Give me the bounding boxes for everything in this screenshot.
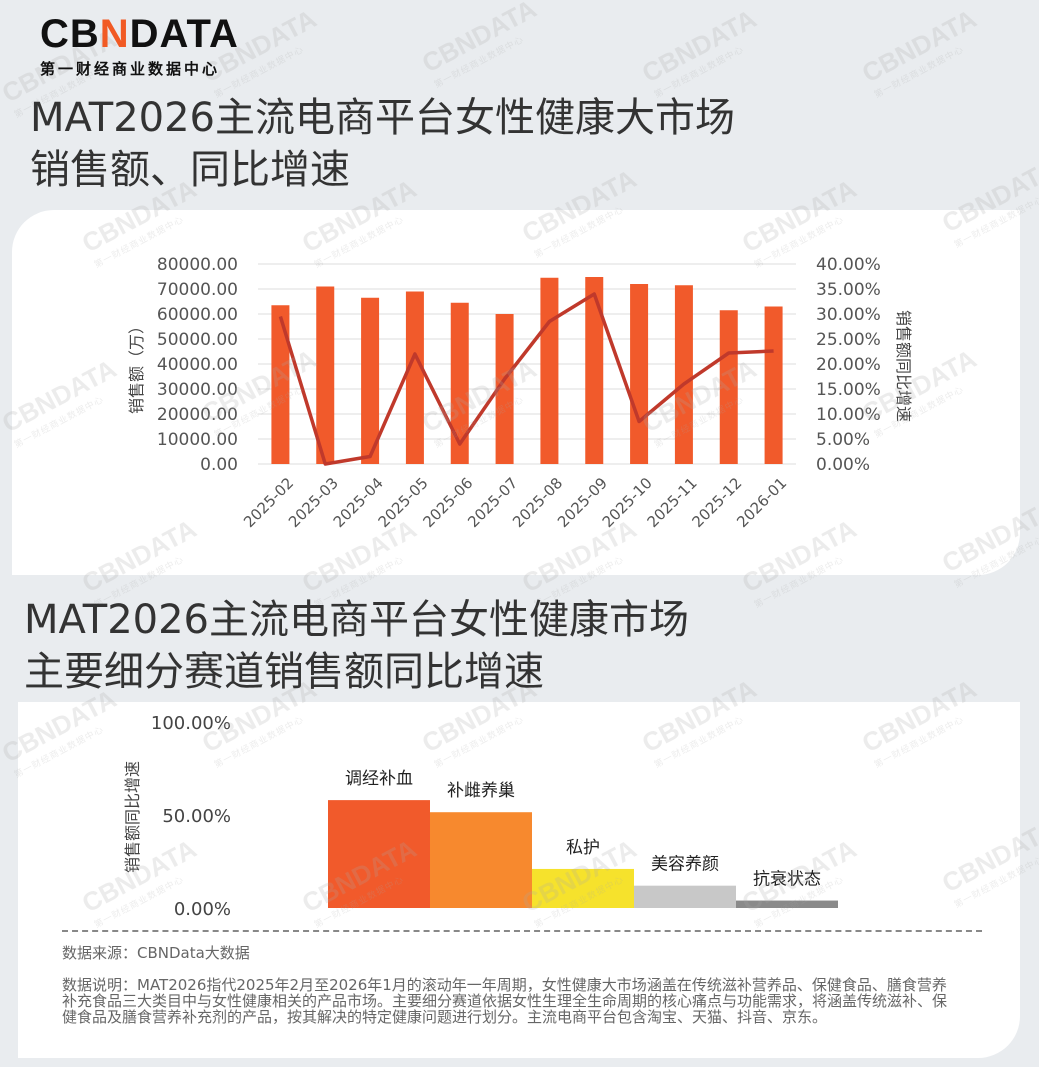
left-tick-label: 80000.00: [157, 255, 238, 275]
cbndata-logo: CBNDATA 第一财经商业数据中心: [40, 12, 239, 79]
section-title-1-line2: 销售额、同比增速: [30, 147, 350, 193]
section-title-1: MAT2026主流电商平台女性健康大市场 销售额、同比增速: [30, 92, 735, 196]
logo-accent: N: [99, 12, 130, 56]
segment-bar: [532, 868, 634, 908]
section-title-2: MAT2026主流电商平台女性健康市场 主要细分赛道销售额同比增速: [24, 594, 689, 698]
combo-chart: 0.00 10000.00 20000.00 30000.00 40000.00 5000…: [127, 255, 913, 531]
tick-label: 100.00%: [151, 713, 231, 734]
sales-bar: [495, 314, 514, 464]
data-source: 数据来源：CBNData大数据: [62, 944, 250, 962]
segment-bar: [736, 900, 838, 908]
logo-prefix: CB: [40, 12, 100, 56]
tick-label: 50.00%: [162, 806, 231, 827]
notes: 数据来源：CBNData大数据 数据说明：MAT2026指代2025年2月至20…: [62, 942, 952, 1025]
growth-line: [278, 292, 774, 466]
sales-bar: [450, 302, 469, 464]
left-tick-label: 40000.00: [157, 355, 238, 375]
notes-divider: [62, 930, 982, 932]
tick-label: 0.00%: [174, 899, 231, 920]
left-axis-label: 销售额（万）: [127, 318, 146, 414]
segment-bar: [328, 800, 430, 908]
sales-bar: [405, 291, 424, 464]
sales-bar: [630, 284, 649, 464]
section-title-2-line1: MAT2026主流电商平台女性健康市场: [24, 597, 689, 643]
right-tick-label: 20.00%: [816, 355, 881, 375]
left-tick-label: 20000.00: [157, 405, 238, 425]
left-tick-label: 10000.00: [157, 430, 238, 450]
sales-bar: [361, 297, 380, 464]
sales-bar: [719, 310, 738, 464]
sales-bar: [674, 285, 693, 464]
category-tick-label: 2026-01: [733, 474, 790, 531]
segment-label: 调经补血: [345, 769, 413, 789]
left-tick-label: 60000.00: [157, 305, 238, 325]
sales-bar: [585, 277, 604, 464]
segment-bar: [634, 885, 736, 908]
segment-label: 美容养颜: [651, 855, 719, 875]
left-tick-label: 30000.00: [157, 380, 238, 400]
sales-bar: [271, 305, 290, 464]
right-tick-label: 35.00%: [816, 280, 881, 300]
right-tick-label: 30.00%: [816, 305, 881, 325]
right-axis-label: 销售额同比增速: [894, 310, 913, 422]
right-tick-label: 0.00%: [816, 455, 870, 475]
segment-label: 私护: [566, 838, 600, 858]
sales-bar: [316, 286, 335, 464]
data-description: 数据说明：MAT2026指代2025年2月至2026年1月的滚动年一年周期，女性…: [62, 976, 948, 1026]
section-title-2-line2: 主要细分赛道销售额同比增速: [24, 649, 544, 695]
sales-bar: [764, 306, 783, 464]
axis-label: 销售额同比增速: [123, 761, 142, 873]
chart-card-1: [12, 210, 1020, 575]
right-tick-label: 15.00%: [816, 380, 881, 400]
right-tick-label: 5.00%: [816, 430, 870, 450]
logo-suffix: DATA: [129, 12, 239, 56]
logo-subtitle: 第一财经商业数据中心: [40, 60, 221, 78]
left-tick-label: 0.00: [200, 455, 238, 475]
left-tick-label: 50000.00: [157, 330, 238, 350]
segment-label: 抗衰状态: [753, 870, 821, 890]
sales-bar: [540, 277, 559, 464]
right-tick-label: 10.00%: [816, 405, 881, 425]
section-title-1-line1: MAT2026主流电商平台女性健康大市场: [30, 95, 735, 141]
segment-bar: [430, 812, 532, 908]
right-tick-label: 40.00%: [816, 255, 881, 275]
segment-label: 补雌养巢: [447, 781, 515, 801]
left-tick-label: 70000.00: [157, 280, 238, 300]
right-tick-label: 25.00%: [816, 330, 881, 350]
